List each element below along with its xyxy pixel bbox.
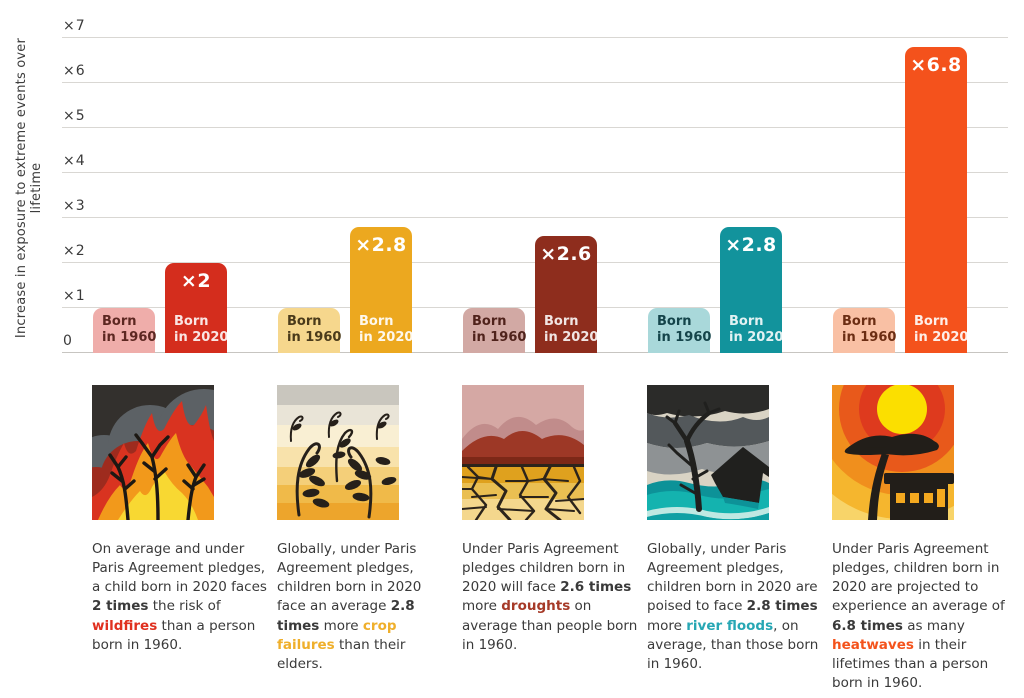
bar-value-label: ×2.8 xyxy=(725,234,777,256)
bar-name-label: Born in 2020 xyxy=(729,313,784,346)
gridline xyxy=(62,82,1008,83)
bar-name-label: Born in 2020 xyxy=(174,313,229,346)
bar-born-1960-wildfires: Born in 1960 xyxy=(93,308,157,353)
bar-value-label: ×2 xyxy=(180,270,212,292)
bar-born-2020-crop-failures: ×2.8 Born in 2020 xyxy=(350,227,414,353)
y-tick-label: ×2 xyxy=(63,243,86,259)
description-heatwaves: Under Paris Agreement pledges, children … xyxy=(832,541,1005,692)
bar-name-label: Born in 1960 xyxy=(287,313,342,346)
column-heatwaves: Under Paris Agreement pledges, children … xyxy=(832,385,1017,693)
bar-born-1960-heatwaves: Born in 1960 xyxy=(833,308,897,353)
y-tick-label: ×7 xyxy=(63,18,86,34)
description-droughts: Under Paris Agreement pledges children b… xyxy=(462,541,638,653)
y-tick-label: ×5 xyxy=(63,108,86,124)
river-flood-illustration xyxy=(647,385,769,520)
crop-failure-illustration xyxy=(277,385,399,520)
gridline xyxy=(62,172,1008,173)
bar-born-1960-crop-failures: Born in 1960 xyxy=(278,308,342,353)
y-tick-label: 0 xyxy=(63,333,73,349)
description-river-floods: Globally, under Paris Agreement pledges,… xyxy=(647,541,819,672)
bar-name-label: Born in 2020 xyxy=(359,313,414,346)
bar-value-label: ×2.6 xyxy=(540,243,592,265)
bar-born-2020-heatwaves: ×6.8 Born in 2020 xyxy=(905,47,969,353)
bar-born-1960-droughts: Born in 1960 xyxy=(463,308,527,353)
heatwave-illustration xyxy=(832,385,954,520)
plot-area: 0 ×1 ×2 ×3 ×4 ×5 ×6 ×7 Born in 1960 ×2 Born in 2020 B… xyxy=(62,18,1008,353)
bar-born-1960-river-floods: Born in 1960 xyxy=(648,308,712,353)
bar-born-2020-droughts: ×2.6 Born in 2020 xyxy=(535,236,599,353)
bar-name-label: Born in 1960 xyxy=(102,313,157,346)
bar-name-label: Born in 2020 xyxy=(544,313,599,346)
gridline xyxy=(62,217,1008,218)
y-tick-label: ×3 xyxy=(63,198,86,214)
y-tick-label: ×1 xyxy=(63,288,86,304)
bar-born-2020-wildfires: ×2 Born in 2020 xyxy=(165,263,229,353)
wildfire-illustration xyxy=(92,385,214,520)
bar-name-label: Born in 1960 xyxy=(842,313,897,346)
description-wildfires: On average and under Paris Agreement ple… xyxy=(92,541,267,653)
gridline xyxy=(62,127,1008,128)
column-droughts: Under Paris Agreement pledges children b… xyxy=(462,385,647,655)
description-crop-failures: Globally, under Paris Agreement pledges,… xyxy=(277,541,422,672)
bar-born-2020-river-floods: ×2.8 Born in 2020 xyxy=(720,227,784,353)
drought-illustration xyxy=(462,385,584,520)
y-tick-label: ×4 xyxy=(63,153,86,169)
bar-value-label: ×6.8 xyxy=(910,54,962,76)
bar-name-label: Born in 1960 xyxy=(657,313,712,346)
y-tick-label: ×6 xyxy=(63,63,86,79)
bar-name-label: Born in 1960 xyxy=(472,313,527,346)
bar-value-label: ×2.8 xyxy=(355,234,407,256)
column-wildfires: On average and under Paris Agreement ple… xyxy=(92,385,277,655)
y-axis-title: Increase in exposure to extreme events o… xyxy=(14,37,44,339)
column-river-floods: Globally, under Paris Agreement pledges,… xyxy=(647,385,832,674)
gridline xyxy=(62,37,1008,38)
bar-name-label: Born in 2020 xyxy=(914,313,969,346)
column-crop-failures: Globally, under Paris Agreement pledges,… xyxy=(277,385,462,674)
